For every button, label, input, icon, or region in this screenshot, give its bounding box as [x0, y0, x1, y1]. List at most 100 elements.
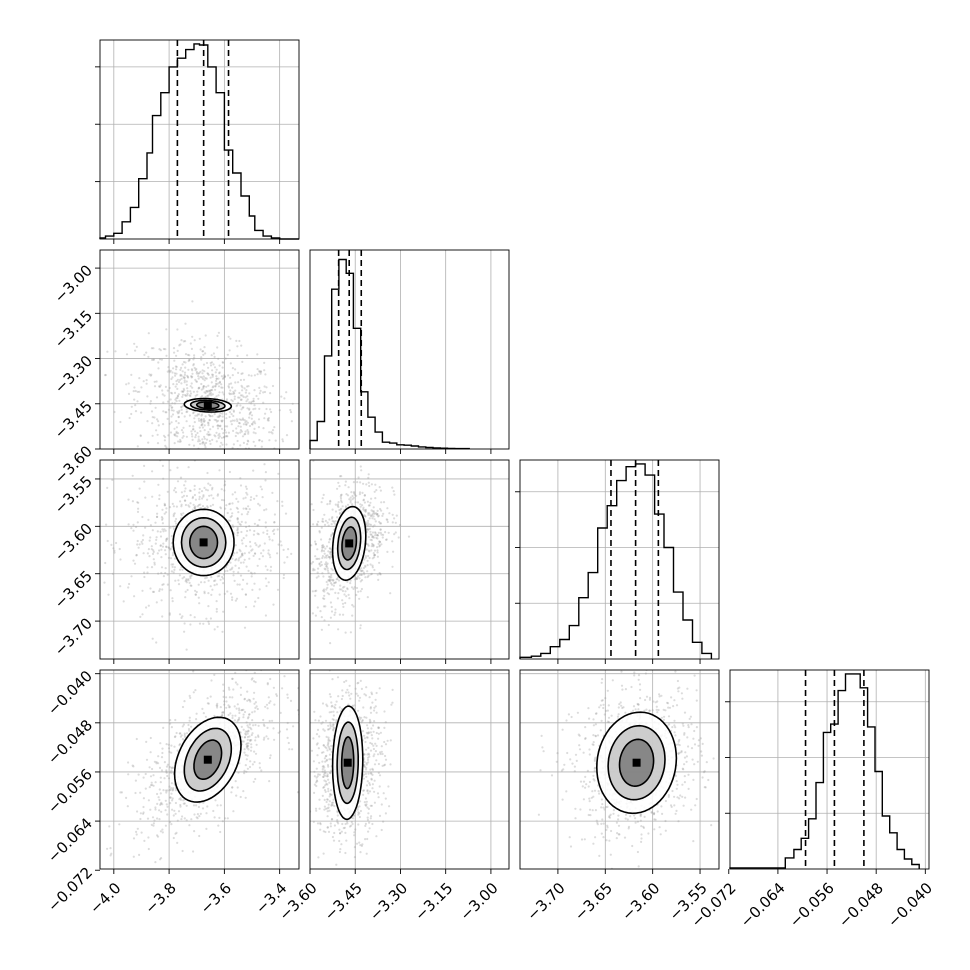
- sample-point: [221, 575, 224, 579]
- sample-point: [327, 623, 330, 627]
- sample-point: [127, 523, 130, 526]
- sample-point: [181, 390, 184, 393]
- sample-point: [218, 364, 221, 367]
- sample-point: [640, 837, 643, 840]
- sample-point: [206, 498, 209, 501]
- sample-point: [144, 787, 147, 790]
- sample-point: [330, 576, 333, 579]
- sample-point: [375, 691, 378, 695]
- sample-point: [275, 694, 278, 698]
- sample-point: [186, 410, 189, 413]
- sample-point: [225, 700, 228, 703]
- sample-point: [199, 503, 202, 506]
- sample-point: [163, 528, 166, 531]
- sample-point: [264, 565, 267, 568]
- sample-point: [323, 757, 326, 760]
- sample-point: [156, 442, 160, 445]
- sample-point: [264, 412, 267, 415]
- sample-point: [158, 798, 161, 802]
- sample-point: [326, 503, 329, 506]
- sample-point: [608, 839, 611, 842]
- sample-point: [235, 457, 237, 459]
- sample-point: [371, 701, 374, 704]
- sample-point: [365, 852, 368, 855]
- sample-point: [322, 744, 325, 747]
- sample-point: [254, 600, 257, 603]
- sample-point: [383, 764, 386, 767]
- sample-point: [160, 599, 163, 602]
- sample-point: [386, 739, 389, 742]
- sample-point: [384, 754, 387, 758]
- sample-point: [176, 387, 179, 390]
- sample-point: [179, 805, 182, 808]
- sample-point: [211, 425, 215, 428]
- sample-point: [677, 743, 680, 746]
- sample-point: [328, 578, 332, 581]
- sample-point: [316, 728, 320, 732]
- sample-point: [180, 412, 184, 415]
- sample-point: [689, 715, 693, 718]
- sample-point: [193, 482, 195, 484]
- sample-point: [170, 726, 173, 729]
- sample-point: [228, 349, 231, 352]
- sample-point: [340, 475, 343, 478]
- sample-point: [261, 496, 264, 499]
- sample-point: [200, 424, 203, 427]
- sample-point: [380, 745, 383, 748]
- sample-point: [132, 529, 135, 532]
- sample-point: [173, 351, 176, 354]
- sample-point: [248, 413, 251, 416]
- sample-point: [207, 434, 210, 437]
- sample-point: [369, 720, 372, 723]
- sample-point: [667, 706, 670, 709]
- sample-point: [185, 420, 188, 423]
- sample-point: [252, 780, 255, 783]
- sample-point: [643, 815, 646, 819]
- sample-point: [214, 579, 217, 582]
- sample-point: [218, 372, 221, 375]
- sample-point: [182, 431, 185, 434]
- sample-point: [253, 710, 256, 713]
- sample-point: [349, 697, 352, 700]
- sample-point: [148, 539, 151, 542]
- sample-point: [316, 742, 319, 745]
- sample-point: [180, 390, 183, 393]
- sample-point: [372, 730, 375, 733]
- sample-point: [360, 573, 363, 576]
- sample-point: [231, 493, 234, 496]
- sample-point: [314, 540, 317, 543]
- sample-point: [336, 811, 339, 814]
- sample-point: [183, 732, 186, 735]
- sample-point: [327, 728, 331, 731]
- sample-point: [156, 433, 159, 436]
- sample-point: [217, 357, 220, 360]
- sample-point: [262, 391, 265, 394]
- sample-point: [175, 432, 178, 435]
- sample-point: [353, 660, 355, 662]
- sample-point: [160, 857, 163, 860]
- sample-point: [379, 573, 382, 576]
- sample-point: [266, 682, 269, 685]
- sample-point: [153, 385, 157, 388]
- sample-point: [163, 761, 166, 764]
- sample-point: [663, 715, 666, 718]
- sample-point: [164, 809, 167, 812]
- sample-point: [253, 404, 256, 407]
- sample-point: [139, 817, 142, 821]
- sample-point: [156, 802, 159, 806]
- sample-point: [248, 407, 251, 410]
- sample-point: [246, 493, 249, 496]
- sample-point: [316, 780, 319, 783]
- sample-point: [224, 817, 227, 820]
- sample-point: [217, 824, 220, 827]
- sample-point: [192, 411, 195, 414]
- sample-point: [169, 722, 172, 725]
- sample-point: [164, 824, 167, 827]
- sample-point: [147, 836, 150, 839]
- sample-point: [390, 703, 393, 706]
- scatter-panel-p1-p2: [309, 459, 510, 664]
- sample-point: [282, 576, 285, 580]
- sample-point: [160, 516, 163, 519]
- sample-point: [231, 716, 234, 720]
- sample-point: [252, 400, 255, 403]
